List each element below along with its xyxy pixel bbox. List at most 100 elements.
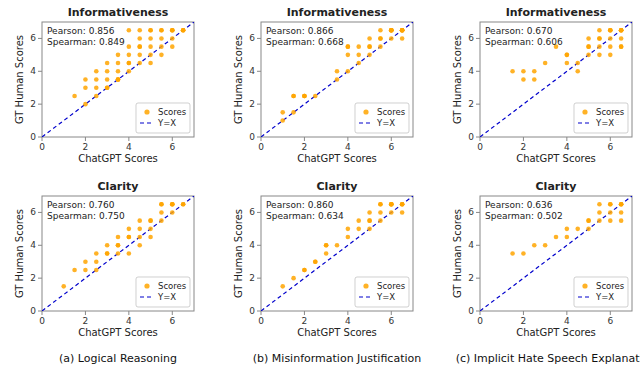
scatter-point bbox=[159, 218, 164, 223]
scatter-point bbox=[170, 202, 175, 207]
scatter-point bbox=[400, 28, 405, 33]
scatter-point bbox=[586, 218, 591, 223]
tick-label: 6 bbox=[249, 207, 255, 217]
scatter-point bbox=[170, 44, 175, 49]
scatter-point bbox=[543, 61, 548, 66]
scatter-point bbox=[148, 44, 153, 49]
annotation: Pearson: 0.636 bbox=[485, 200, 553, 210]
scatter-point bbox=[170, 36, 175, 41]
tick-mark bbox=[128, 311, 129, 315]
legend-box bbox=[574, 103, 628, 133]
tick-mark bbox=[257, 71, 261, 72]
legend: ScoresY=X bbox=[355, 277, 409, 307]
scatter-point bbox=[148, 218, 153, 223]
scatter-point bbox=[324, 251, 329, 256]
x-axis-label: ChatGPT Scores bbox=[78, 153, 158, 164]
scatter-point bbox=[116, 251, 121, 256]
tick-label: 6 bbox=[388, 316, 394, 326]
tick-label: 4 bbox=[564, 142, 570, 152]
scatter-point bbox=[356, 218, 361, 223]
scatter-point bbox=[367, 53, 372, 58]
tick-label: 0 bbox=[468, 306, 474, 316]
scatter-point bbox=[159, 36, 164, 41]
legend-swatch bbox=[363, 109, 368, 114]
tick-mark bbox=[476, 245, 480, 246]
plot-area bbox=[480, 196, 632, 311]
scatter-point bbox=[400, 202, 405, 207]
subplot-title: Clarity bbox=[317, 180, 358, 193]
tick-mark bbox=[476, 311, 480, 312]
legend-swatch bbox=[359, 122, 373, 123]
subplot: 02460246InformativenessChatGPT ScoresGT … bbox=[14, 6, 194, 164]
tick-label: 6 bbox=[169, 142, 175, 152]
tick-label: 6 bbox=[30, 207, 36, 217]
scatter-point bbox=[378, 218, 383, 223]
column-label: (c) Implicit Hate Speech Explanation bbox=[456, 352, 640, 365]
scatter-point bbox=[280, 110, 285, 115]
scatter-point bbox=[291, 276, 296, 281]
column-label: (b) Misinformation Justification bbox=[253, 352, 421, 365]
subplot-title: Informativeness bbox=[506, 6, 607, 19]
scatter-point bbox=[127, 251, 132, 256]
tick-label: 4 bbox=[30, 66, 36, 76]
tick-mark bbox=[476, 38, 480, 39]
scatter-point bbox=[148, 227, 153, 232]
tick-label: 6 bbox=[607, 142, 613, 152]
scatter-point bbox=[367, 210, 372, 215]
annotation: Pearson: 0.860 bbox=[266, 200, 334, 210]
scatter-point bbox=[543, 243, 548, 248]
tick-mark bbox=[257, 278, 261, 279]
reference-line bbox=[261, 196, 413, 311]
scatter-point bbox=[116, 243, 121, 248]
figure: 02460246InformativenessChatGPT ScoresGT … bbox=[0, 0, 640, 371]
scatter-point bbox=[105, 77, 110, 82]
scatter-point bbox=[105, 85, 110, 90]
scatter-point bbox=[565, 235, 570, 240]
scatter-point bbox=[291, 94, 296, 99]
scatter-point bbox=[400, 210, 405, 215]
legend-swatch bbox=[359, 296, 373, 297]
scatter-point bbox=[148, 36, 153, 41]
legend-label: Y=X bbox=[376, 292, 395, 302]
tick-label: 0 bbox=[39, 142, 45, 152]
scatter-point bbox=[597, 218, 602, 223]
scatter-point bbox=[389, 28, 394, 33]
legend-swatch bbox=[582, 283, 587, 288]
plot-frame bbox=[42, 196, 194, 311]
scatter-point bbox=[389, 28, 394, 33]
scatter-point bbox=[105, 243, 110, 248]
scatter-point bbox=[313, 259, 318, 264]
tick-mark bbox=[476, 71, 480, 72]
scatter-point bbox=[608, 202, 613, 207]
tick-mark bbox=[38, 137, 42, 138]
scatter-point bbox=[72, 268, 77, 273]
scatter-point bbox=[127, 235, 132, 240]
tick-mark bbox=[38, 71, 42, 72]
tick-label: 0 bbox=[249, 132, 255, 142]
scatter-point bbox=[302, 94, 307, 99]
scatter-point bbox=[94, 94, 99, 99]
legend-box bbox=[574, 277, 628, 307]
scatter-point bbox=[521, 77, 526, 82]
tick-mark bbox=[42, 137, 43, 141]
scatter-point bbox=[148, 28, 153, 33]
scatter-point bbox=[400, 202, 405, 207]
scatter-point bbox=[291, 110, 296, 115]
scatter-point bbox=[302, 268, 307, 273]
scatter-point bbox=[324, 243, 329, 248]
tick-mark bbox=[85, 137, 86, 141]
scatter-point bbox=[181, 28, 186, 33]
tick-mark bbox=[257, 38, 261, 39]
scatter-point bbox=[280, 284, 285, 289]
scatter-point bbox=[346, 69, 351, 74]
scatter-point bbox=[400, 28, 405, 33]
y-axis-label: GT Human Scores bbox=[452, 35, 463, 124]
column-label: (a) Logical Reasoning bbox=[59, 352, 177, 365]
tick-mark bbox=[523, 311, 524, 315]
x-axis-label: ChatGPT Scores bbox=[297, 327, 377, 338]
tick-mark bbox=[476, 212, 480, 213]
tick-label: 2 bbox=[30, 99, 36, 109]
tick-mark bbox=[476, 278, 480, 279]
tick-label: 4 bbox=[564, 316, 570, 326]
plot-frame bbox=[42, 22, 194, 137]
